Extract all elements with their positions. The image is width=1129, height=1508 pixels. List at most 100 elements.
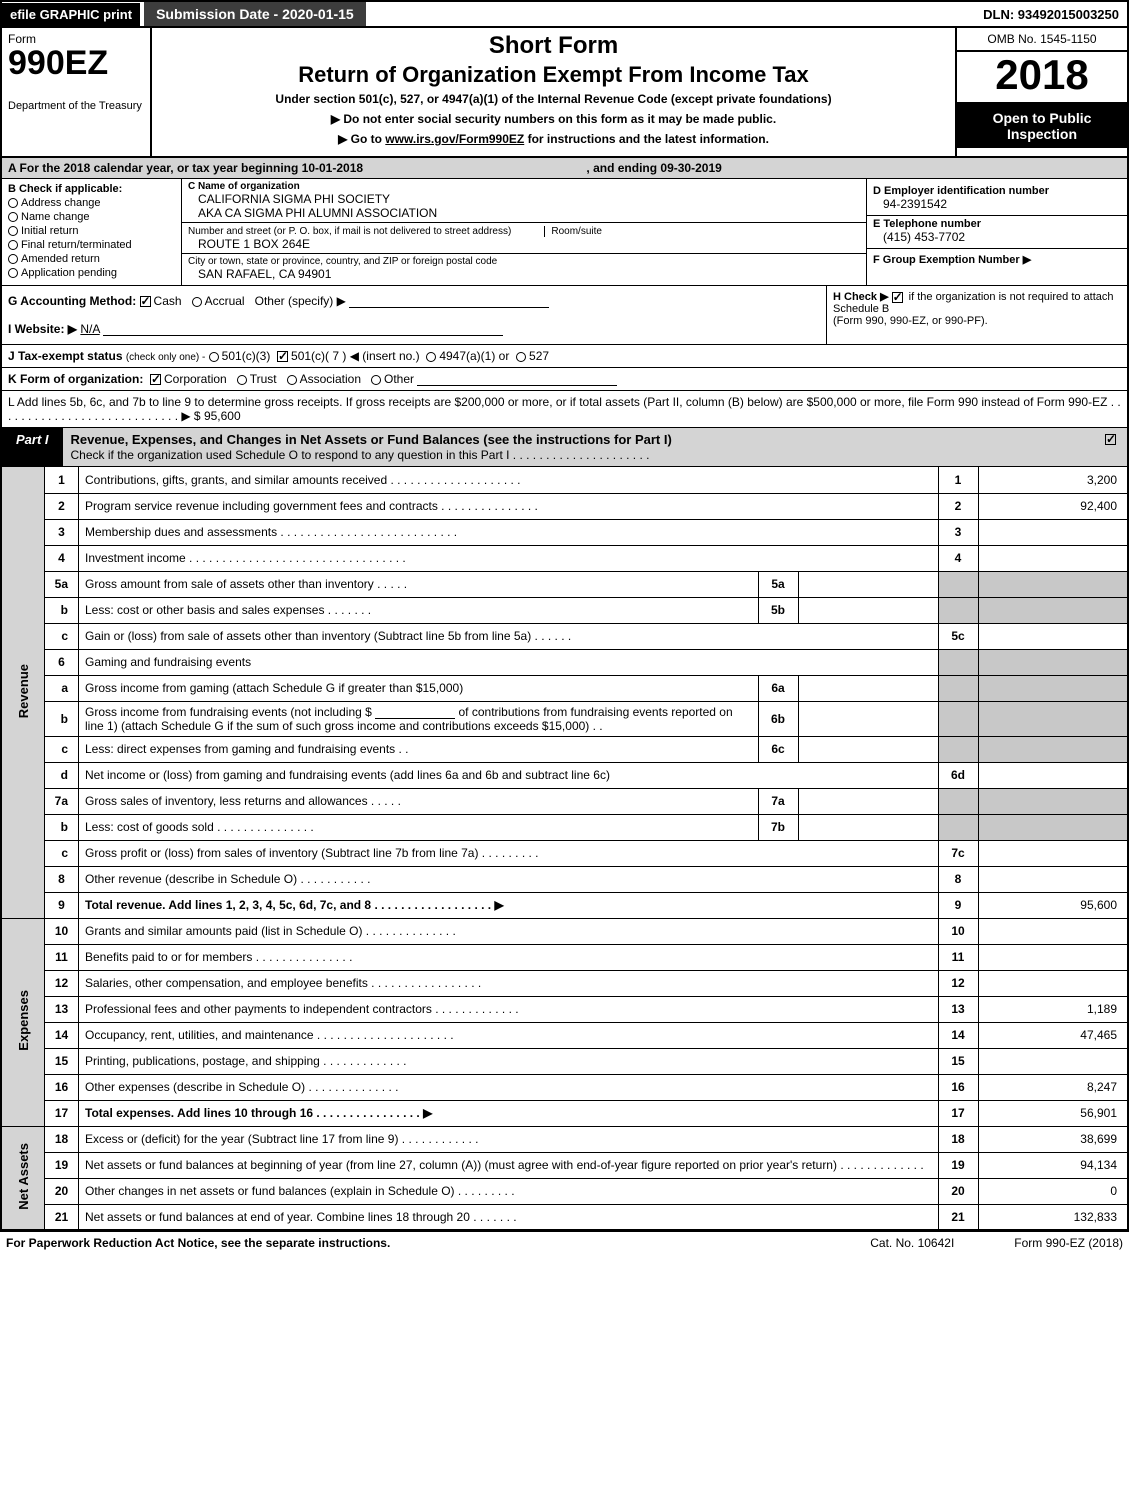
chk-501c3[interactable]: [209, 352, 219, 362]
l7c-desc: Gross profit or (loss) from sales of inv…: [79, 840, 939, 866]
l16-ln: 16: [938, 1074, 978, 1100]
box-k: K Form of organization: Corporation Trus…: [0, 368, 1129, 391]
chk-assoc[interactable]: [287, 375, 297, 385]
l5a-greybox: [938, 571, 978, 597]
l21-amt: 132,833: [978, 1204, 1128, 1230]
box-e: E Telephone number (415) 453-7702: [867, 216, 1127, 249]
netassets-label: Net Assets: [1, 1126, 45, 1230]
ssn-note: ▶ Do not enter social security numbers o…: [160, 112, 947, 126]
l7c-num: c: [45, 840, 79, 866]
org-aka: AKA CA SIGMA PHI ALUMNI ASSOCIATION: [188, 206, 860, 220]
h-forms-list: (Form 990, 990-EZ, or 990-PF).: [833, 315, 988, 327]
l7c-ln: 7c: [938, 840, 978, 866]
chk-initial-return[interactable]: Initial return: [8, 225, 175, 237]
l18-num: 18: [45, 1126, 79, 1152]
l5b-inbox: 5b: [758, 597, 798, 623]
chk-501c[interactable]: [277, 351, 288, 362]
website-val: N/A: [80, 322, 99, 336]
l7b-desc: Less: cost of goods sold . . . . . . . .…: [79, 814, 759, 840]
chk-address-change[interactable]: Address change: [8, 197, 175, 209]
l5c-ln: 5c: [938, 623, 978, 649]
chk-other[interactable]: [371, 375, 381, 385]
line-3: 3 Membership dues and assessments . . . …: [1, 519, 1128, 545]
chk-cash[interactable]: [140, 296, 151, 307]
l6c-greyamt: [978, 736, 1128, 762]
opt-trust: Trust: [250, 372, 277, 386]
l20-num: 20: [45, 1178, 79, 1204]
l5b-inval: [798, 597, 938, 623]
dln-number: DLN: 93492015003250: [975, 3, 1127, 26]
opt-corp: Corporation: [164, 372, 227, 386]
cat-no: Cat. No. 10642I: [870, 1236, 954, 1250]
box-b-title: B Check if applicable:: [8, 183, 175, 195]
line-1: Revenue 1 Contributions, gifts, grants, …: [1, 467, 1128, 493]
l5a-inbox: 5a: [758, 571, 798, 597]
chk-corp[interactable]: [150, 374, 161, 385]
irs-link[interactable]: www.irs.gov/Form990EZ: [385, 132, 524, 146]
opt-amended: Amended return: [21, 253, 100, 265]
l10-amt: [978, 918, 1128, 944]
chk-name-change[interactable]: Name change: [8, 211, 175, 223]
l9-ln: 9: [938, 892, 978, 918]
l6b-input[interactable]: [375, 705, 455, 719]
opt-4947: 4947(a)(1) or: [439, 349, 509, 363]
street-val: ROUTE 1 BOX 264E: [188, 237, 860, 251]
other-org-input[interactable]: [417, 372, 617, 386]
l3-ln: 3: [938, 519, 978, 545]
l6a-num: a: [45, 675, 79, 701]
efile-label[interactable]: efile GRAPHIC print: [2, 3, 140, 26]
l6c-greybox: [938, 736, 978, 762]
form-ref: Form 990-EZ (2018): [1014, 1236, 1123, 1250]
l7b-greybox: [938, 814, 978, 840]
l20-ln: 20: [938, 1178, 978, 1204]
opt-other: Other (specify) ▶: [255, 294, 346, 308]
l15-desc: Printing, publications, postage, and shi…: [79, 1048, 939, 1074]
other-specify-input[interactable]: [349, 294, 549, 308]
tax-year-end: , and ending 09-30-2019: [586, 161, 721, 175]
chk-final-return[interactable]: Final return/terminated: [8, 239, 175, 251]
l12-amt: [978, 970, 1128, 996]
chk-schedule-b[interactable]: [892, 292, 903, 303]
line-7b: b Less: cost of goods sold . . . . . . .…: [1, 814, 1128, 840]
l11-amt: [978, 944, 1128, 970]
l7b-greyamt: [978, 814, 1128, 840]
org-name-cell: C Name of organization CALIFORNIA SIGMA …: [182, 179, 866, 223]
l8-desc: Other revenue (describe in Schedule O) .…: [79, 866, 939, 892]
website-label: I Website: ▶: [8, 322, 77, 336]
line-18: Net Assets 18 Excess or (deficit) for th…: [1, 1126, 1128, 1152]
line-5c: c Gain or (loss) from sale of assets oth…: [1, 623, 1128, 649]
l5b-desc: Less: cost or other basis and sales expe…: [79, 597, 759, 623]
l2-amt: 92,400: [978, 493, 1128, 519]
gross-receipts-text: L Add lines 5b, 6c, and 7b to line 9 to …: [8, 395, 1121, 423]
chk-amended[interactable]: Amended return: [8, 253, 175, 265]
gh-row: G Accounting Method: Cash Accrual Other …: [0, 286, 1129, 345]
l20-amt: 0: [978, 1178, 1128, 1204]
l19-desc: Net assets or fund balances at beginning…: [79, 1152, 939, 1178]
chk-527[interactable]: [516, 352, 526, 362]
part1-checkbox[interactable]: [1097, 428, 1127, 466]
l8-amt: [978, 866, 1128, 892]
l10-ln: 10: [938, 918, 978, 944]
dept-text: Department of the Treasury: [8, 100, 142, 112]
l6b-desc: Gross income from fundraising events (no…: [79, 701, 759, 736]
chk-application-pending[interactable]: Application pending: [8, 267, 175, 279]
form-title: Return of Organization Exempt From Incom…: [160, 62, 947, 88]
chk-accrual[interactable]: [192, 297, 202, 307]
line-7a: 7a Gross sales of inventory, less return…: [1, 788, 1128, 814]
chk-trust[interactable]: [237, 375, 247, 385]
l6d-ln: 6d: [938, 762, 978, 788]
line-8: 8 Other revenue (describe in Schedule O)…: [1, 866, 1128, 892]
line-6c: c Less: direct expenses from gaming and …: [1, 736, 1128, 762]
website-input[interactable]: [103, 322, 503, 336]
line-19: 19 Net assets or fund balances at beginn…: [1, 1152, 1128, 1178]
opt-501c: 501(c)( 7 ) ◀ (insert no.): [291, 349, 420, 363]
l6b-num: b: [45, 701, 79, 736]
chk-4947[interactable]: [426, 352, 436, 362]
l15-amt: [978, 1048, 1128, 1074]
line-5a: 5a Gross amount from sale of assets othe…: [1, 571, 1128, 597]
top-bar: efile GRAPHIC print Submission Date - 20…: [0, 0, 1129, 28]
submission-date: Submission Date - 2020-01-15: [144, 2, 366, 26]
l5c-desc: Gain or (loss) from sale of assets other…: [79, 623, 939, 649]
org-name: CALIFORNIA SIGMA PHI SOCIETY: [188, 192, 860, 206]
l5c-num: c: [45, 623, 79, 649]
